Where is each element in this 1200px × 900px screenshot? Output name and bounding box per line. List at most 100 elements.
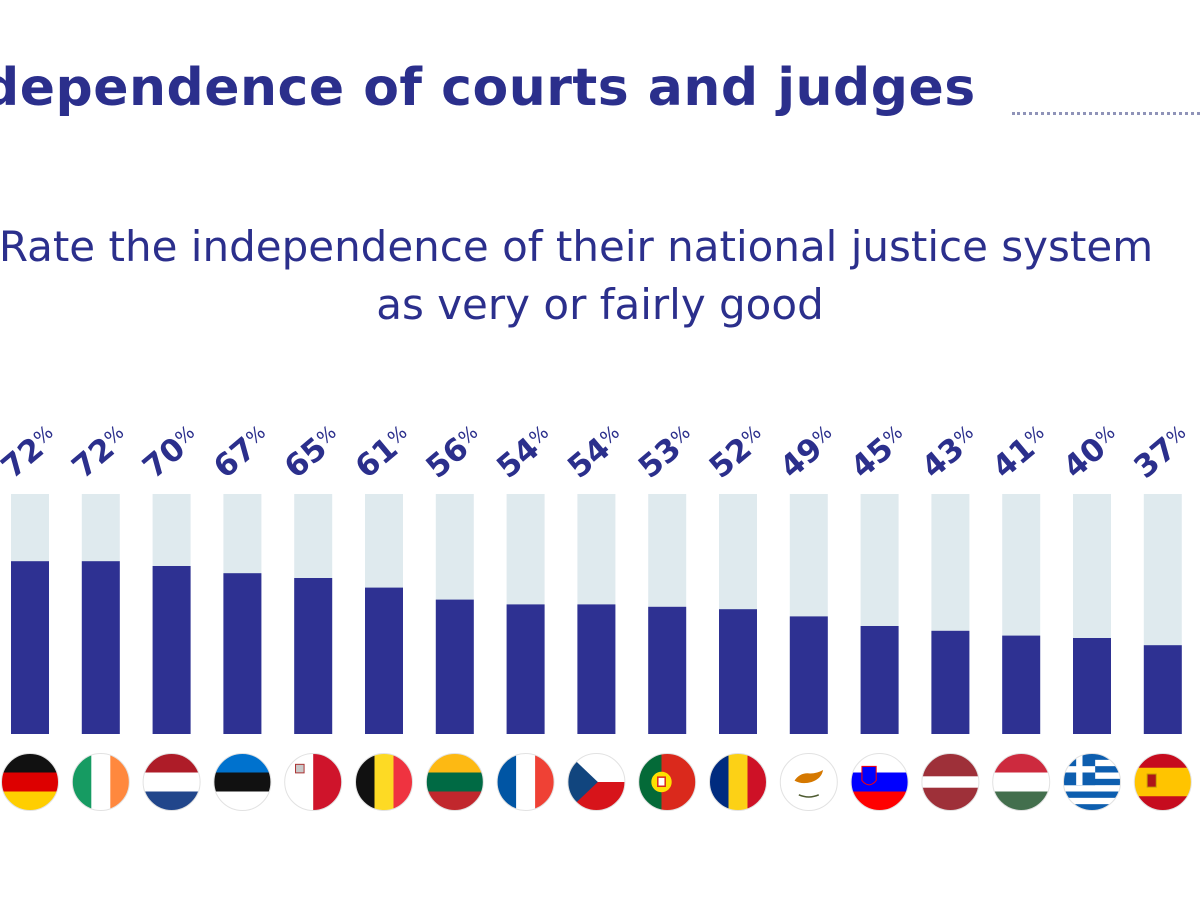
bar: [152, 566, 191, 734]
flag-stripe: [213, 772, 271, 792]
value-label: 61%: [349, 419, 419, 486]
flag-outline: [284, 753, 343, 811]
hungary-flag-icon: [992, 753, 1050, 811]
bar: [1143, 645, 1182, 734]
flag-stripe: [1063, 797, 1121, 805]
bar: [506, 604, 545, 734]
flag-stripe: [393, 753, 413, 811]
bar-group: 72%: [0, 419, 65, 811]
flag-stripe: [1, 753, 59, 773]
flag-outline: [638, 753, 697, 811]
flag-outline: [71, 753, 130, 811]
bar-group: 41%: [986, 421, 1051, 811]
value-label: 37%: [1127, 419, 1197, 486]
flag-stripe: [1063, 791, 1121, 799]
greece-flag-icon: [1063, 753, 1121, 811]
value-label: 70%: [136, 419, 206, 486]
bar-group: 40%: [1057, 419, 1127, 811]
flag-stripe: [426, 791, 484, 811]
flag-outline: [425, 753, 484, 811]
bar-chart: 72% 72% 70% 67% 65% 61% 56% 54% 54% 53% 52% 49% 45% 4…: [0, 419, 1197, 811]
cyprus-branches: [798, 794, 820, 798]
lithuania-flag-icon: [426, 753, 484, 811]
bar: [719, 609, 757, 734]
bar-group: 72%: [65, 421, 130, 811]
germany-flag-icon: [1, 753, 59, 811]
subtitle-line-1: Rate the independence of their national …: [0, 222, 1154, 271]
spain-coat-of-arms: [1146, 773, 1157, 788]
value-label: 52%: [703, 419, 773, 486]
value-label: 49%: [773, 419, 843, 486]
flag-stripe: [851, 772, 909, 792]
portugal-shield: [657, 776, 666, 788]
flag-stripe: [992, 791, 1050, 811]
flag-stripe: [213, 791, 271, 811]
value-label: 72%: [0, 419, 65, 486]
ireland-flag-icon: [72, 753, 130, 811]
flag-stripe: [535, 753, 555, 811]
slovenia-flag-icon: [851, 753, 909, 811]
bar-group: 65%: [278, 419, 348, 811]
flag-outline: [850, 753, 909, 811]
value-label: 56%: [419, 419, 489, 486]
france-flag-icon: [497, 753, 555, 811]
slovenia-shield: [861, 765, 877, 786]
flag-stripe: [1, 791, 59, 811]
flag-outline: [1, 753, 59, 811]
value-label: 54%: [561, 419, 631, 486]
cyprus-map: [794, 770, 824, 784]
flag-stripe: [851, 791, 909, 811]
bar-group: 52%: [703, 419, 773, 811]
value-label: 67%: [207, 419, 277, 486]
flag-stripe: [374, 753, 394, 811]
flag-outline: [709, 753, 767, 811]
flag-stripe: [992, 753, 1050, 773]
flag-stripe: [1063, 804, 1121, 811]
malta-cross: [295, 763, 305, 774]
flag-stripe: [747, 753, 767, 811]
romania-flag-icon: [709, 753, 767, 811]
flag-outline: [921, 753, 980, 811]
bar: [11, 561, 49, 734]
bar: [223, 573, 262, 734]
flag-stripe: [497, 753, 517, 811]
bar: [1073, 638, 1111, 734]
flag-stripe: [1063, 785, 1121, 792]
flag-stripe: [1, 772, 59, 792]
subtitle-line-2: as very or fairly good: [376, 280, 824, 329]
belgium-flag-icon: [355, 753, 413, 811]
bar-group: 61%: [349, 419, 419, 811]
flag-outline: [496, 753, 555, 811]
chart-title: dependence of courts and judges: [0, 58, 976, 118]
bar: [860, 626, 899, 734]
flag-stripe: [143, 791, 201, 811]
chart-subtitle: Rate the independence of their national …: [0, 218, 1200, 334]
estonia-flag-icon: [213, 753, 271, 811]
flag-stripe: [355, 753, 375, 811]
latvia-flag-icon: [921, 753, 979, 811]
greece-cross: [1076, 753, 1083, 786]
flag-stripe: [213, 753, 271, 773]
bar-group: 67%: [207, 419, 277, 811]
flag-outline: [355, 753, 413, 811]
bar-group: 54%: [561, 419, 631, 811]
bar: [294, 578, 333, 734]
spain-flag-icon: [1134, 753, 1192, 811]
netherlands-flag-icon: [143, 753, 201, 811]
flag-stripe: [851, 753, 909, 773]
flag-stripe: [921, 776, 979, 788]
value-label: 65%: [278, 419, 348, 486]
flag-stripe: [143, 772, 201, 792]
portugal-flag-icon: [638, 753, 696, 811]
flag-stripe: [426, 753, 484, 773]
title-dotted-divider: [1012, 112, 1200, 115]
value-label: 53%: [632, 419, 702, 486]
flag-stripe: [72, 753, 92, 811]
flag-stripe: [1134, 767, 1192, 797]
value-label: 40%: [1057, 419, 1127, 486]
flag-stripe: [284, 753, 314, 811]
bar-group: 56%: [419, 419, 489, 811]
bar-group: 70%: [136, 419, 206, 811]
flag-stripe: [638, 753, 662, 811]
bar-group: 45%: [844, 421, 909, 811]
